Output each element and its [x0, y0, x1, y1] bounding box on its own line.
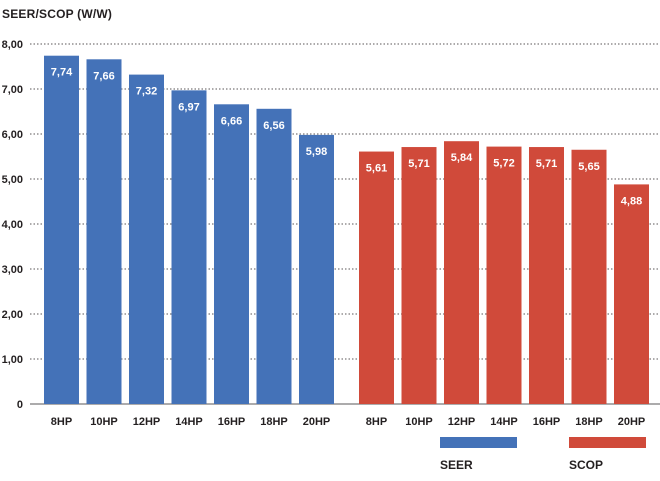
data-label: 5,71: [536, 158, 557, 170]
y-tick-label: 2,00: [2, 309, 23, 321]
bar: [171, 90, 207, 404]
y-tick-label: 6,00: [2, 129, 23, 141]
data-label: 5,98: [306, 146, 327, 158]
data-label: 7,66: [93, 70, 114, 82]
x-tick-label: 10HP: [90, 416, 118, 428]
x-tick-label: 16HP: [533, 416, 561, 428]
legend-label: SCOP: [569, 458, 603, 472]
y-tick-label: 7,00: [2, 84, 23, 96]
bar: [529, 147, 564, 405]
bar: [401, 147, 437, 405]
x-tick-label: 18HP: [575, 416, 603, 428]
bar: [571, 149, 607, 404]
y-tick-label: 4,00: [2, 219, 23, 231]
x-tick-label: 12HP: [448, 416, 476, 428]
y-axis-title: SEER/SCOP (W/W): [2, 7, 113, 21]
data-label: 6,56: [263, 120, 284, 132]
y-tick-label: 3,00: [2, 264, 23, 276]
bar: [359, 151, 394, 404]
x-tick-label: 20HP: [618, 416, 646, 428]
y-tick-label: 8,00: [2, 39, 23, 51]
x-tick-label: 14HP: [175, 416, 203, 428]
bar: [614, 184, 649, 404]
x-tick-label: 18HP: [260, 416, 288, 428]
data-label: 7,32: [136, 86, 157, 98]
bar: [214, 104, 249, 405]
data-label: 5,65: [578, 161, 599, 173]
data-label: 4,88: [621, 195, 642, 207]
legend-label: SEER: [440, 458, 473, 472]
data-label: 6,97: [178, 101, 199, 113]
data-label: 6,66: [221, 115, 242, 127]
bar: [299, 134, 334, 404]
data-label: 5,84: [451, 152, 473, 164]
y-tick-label: 0: [17, 399, 23, 411]
bar: [256, 108, 292, 405]
x-tick-label: 8HP: [51, 416, 72, 428]
x-tick-label: 10HP: [405, 416, 433, 428]
x-tick-label: 8HP: [366, 416, 387, 428]
x-tick-label: 16HP: [218, 416, 246, 428]
x-tick-label: 20HP: [303, 416, 331, 428]
legend-swatch: [440, 437, 517, 448]
bar: [44, 55, 79, 404]
bar: [486, 146, 522, 404]
x-tick-label: 12HP: [133, 416, 161, 428]
bar: [129, 74, 164, 404]
data-label: 5,71: [408, 158, 429, 170]
data-label: 5,61: [366, 163, 387, 175]
legend-swatch: [569, 437, 646, 448]
data-label: 5,72: [493, 158, 514, 170]
bar: [444, 141, 479, 404]
x-tick-label: 14HP: [490, 416, 518, 428]
y-tick-label: 5,00: [2, 174, 23, 186]
bar: [86, 59, 122, 405]
y-tick-label: 1,00: [2, 354, 23, 366]
data-label: 7,74: [51, 67, 73, 79]
